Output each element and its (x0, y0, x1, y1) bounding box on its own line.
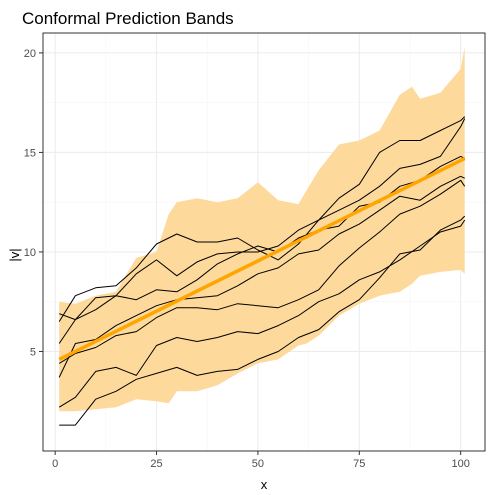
sample-path-3 (58, 155, 465, 344)
prediction-band (59, 46, 465, 412)
x-tick-label: 75 (353, 458, 365, 470)
y-tick-label: 15 (24, 147, 36, 159)
x-tick-label: 100 (451, 458, 469, 470)
chart-title: Conformal Prediction Bands (22, 9, 234, 28)
sample-path-4 (58, 175, 465, 378)
sample-path-6 (58, 219, 466, 408)
x-tick-label: 50 (252, 458, 264, 470)
y-tick-label: 20 (24, 48, 36, 60)
x-axis-title: x (261, 477, 268, 492)
sample-path-7 (59, 215, 466, 426)
x-tick-label: 25 (150, 458, 162, 470)
x-tick-label: 0 (52, 458, 58, 470)
panel-border (42, 32, 486, 452)
y-tick-label: 5 (30, 346, 36, 358)
y-axis-title: |v| (7, 248, 22, 261)
sample-path-5 (58, 179, 466, 364)
fitted-line (58, 156, 466, 362)
plot-area: 0 25 50 75 100 5 10 15 20 (24, 32, 486, 470)
y-tick-label: 10 (24, 247, 36, 259)
